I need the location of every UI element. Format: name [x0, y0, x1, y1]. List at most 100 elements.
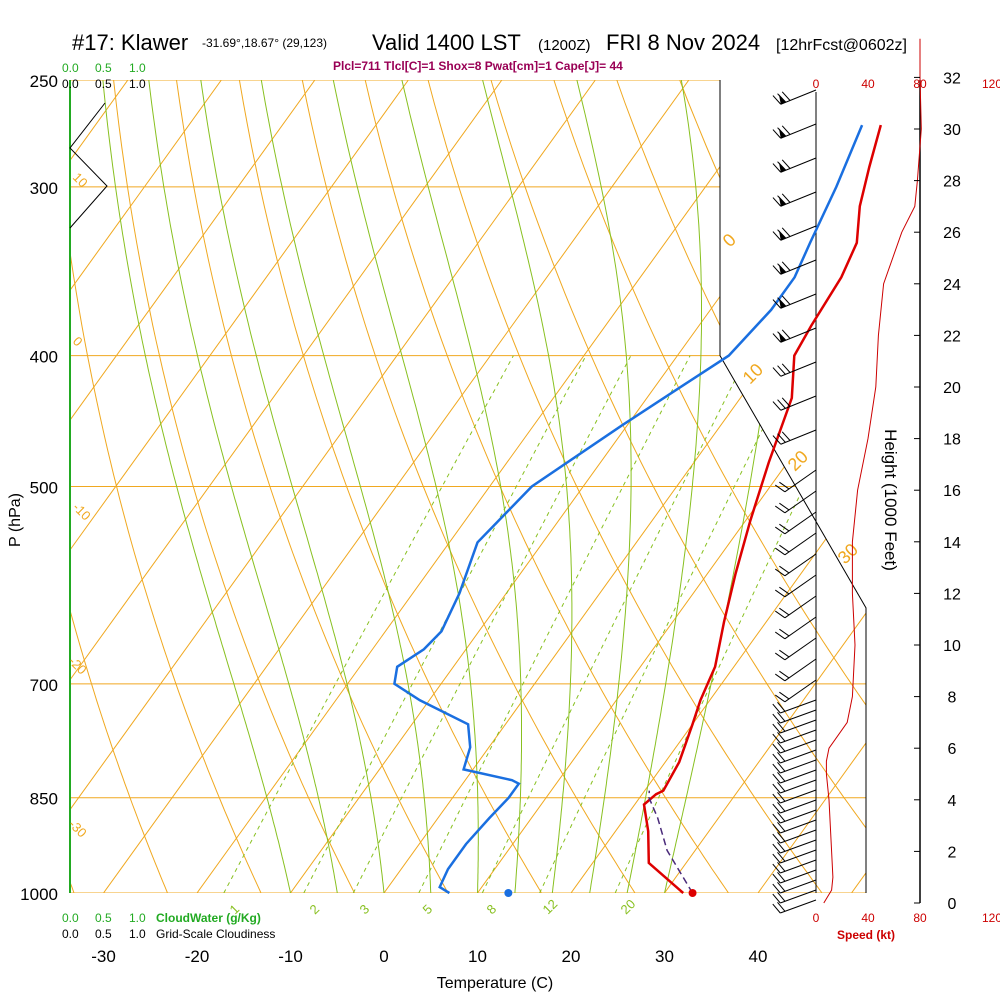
mixing-ratio-label: 2: [307, 901, 323, 917]
barb-feather: [772, 833, 781, 844]
barb-feather: [772, 903, 781, 914]
cloudiness-scale-bot-1: 0.5: [95, 927, 112, 941]
wind-barb: [772, 769, 817, 784]
barb-feather: [772, 723, 781, 734]
barb-staff: [780, 739, 817, 754]
barb-feather: [777, 711, 786, 722]
barb-feather: [772, 773, 781, 784]
isotherm-0: [383, 80, 866, 893]
valid-time: Valid 1400 LST: [372, 30, 521, 55]
mixing-ratio-line: [303, 355, 587, 893]
barb-feather: [781, 125, 791, 135]
wind-barb: [772, 799, 817, 814]
barb-staff: [780, 709, 817, 724]
dry-adiabat: [608, 80, 866, 893]
cloud-water-label: CloudWater (g/Kg): [156, 911, 261, 925]
moist-adiabat: [200, 80, 385, 893]
barb-feather: [777, 891, 786, 902]
barb-feather: [777, 771, 786, 782]
height-tick-label: 2: [948, 844, 957, 861]
wind-barb: [774, 574, 817, 598]
height-tick-label: 12: [943, 586, 961, 603]
x-tick-label: 20: [562, 947, 581, 966]
barb-feather: [777, 761, 786, 772]
x-tick-label: 0: [379, 947, 388, 966]
height-tick-label: 6: [948, 741, 957, 758]
height-tick-label: 14: [943, 535, 961, 552]
barb-staff: [780, 157, 817, 173]
barb-pennant: [778, 298, 787, 309]
y-tick-label: 300: [30, 179, 58, 198]
barb-feather: [777, 901, 786, 912]
isotherm-label: 10: [739, 360, 767, 388]
wind-barb: [774, 511, 817, 535]
axes: -30 -20 -10 0 10 20 30 401000850700500400300250…: [20, 70, 1000, 966]
barb-staff: [780, 293, 817, 309]
wind-barb: [772, 779, 817, 794]
barb-feather: [779, 670, 790, 679]
height-tick-label: 28: [943, 174, 961, 191]
barb-staff: [784, 616, 817, 640]
cloud-scale-top-2: 1.0: [129, 61, 146, 75]
barb-feather: [772, 753, 781, 764]
y-tick-label: 1000: [20, 885, 58, 904]
mixing-ratio-label: 5: [420, 901, 436, 917]
mixing-ratio-label: 12: [540, 896, 561, 917]
barb-feather: [781, 261, 791, 271]
barb-feather: [772, 163, 782, 173]
wind-barb: [774, 658, 817, 682]
moist-adiabat: [401, 80, 522, 893]
barb-staff: [784, 469, 817, 493]
cloudiness-scale-top-2: 1.0: [129, 77, 146, 91]
cloud-scale-bottom: 0.0 0.5 1.0 CloudWater (g/Kg) 0.0 0.5 1.…: [62, 911, 275, 941]
speed-tick-label: 80: [913, 911, 927, 925]
barb-feather: [777, 721, 786, 732]
barb-feather: [772, 299, 782, 309]
dry-adiabat: [70, 80, 181, 893]
barb-staff: [780, 429, 817, 445]
cloudiness-scale-top-0: 0.0: [62, 77, 79, 91]
moist-adiabat: [626, 80, 702, 893]
barb-staff: [784, 658, 817, 682]
stability-diagnostics: Plcl=711 Tlcl[C]=1 Shox=8 Pwat[cm]=1 Cap…: [333, 59, 623, 73]
wind-barb: [774, 532, 817, 556]
plot-frame-right: [719, 80, 867, 893]
dry-adiabat: [359, 80, 750, 893]
barb-feather: [777, 861, 786, 872]
wind-barb: [772, 729, 817, 744]
height-tick-label: 10: [943, 638, 961, 655]
barb-staff: [780, 89, 817, 105]
forecast-info: [12hrFcst@0602z]: [776, 37, 907, 54]
wind-barb: [774, 637, 817, 661]
speed-tick-label: 80: [913, 77, 927, 91]
wind-barb: [772, 879, 817, 894]
barb-staff: [780, 123, 817, 139]
isotherm-label: 30: [834, 540, 862, 568]
dry-adiabat: [235, 80, 560, 893]
speed-axis-title: Speed (kt): [837, 928, 895, 942]
barb-feather: [781, 363, 791, 373]
barb-feather: [772, 743, 781, 754]
wind-barb: [772, 259, 817, 275]
barb-feather: [772, 333, 782, 343]
wind-barb: [772, 293, 817, 309]
barb-staff: [780, 809, 817, 824]
barb-feather: [772, 95, 782, 105]
wind-barb: [772, 749, 817, 764]
cloudiness-scale-top-1: 0.5: [95, 77, 112, 91]
dry-adiabat: [856, 80, 866, 893]
wind-barb: [772, 789, 817, 804]
moist-adiabat: [576, 80, 632, 893]
barb-staff: [780, 699, 817, 714]
wind-barb: [772, 839, 817, 854]
height-tick-label: 26: [943, 225, 961, 242]
barb-pennant: [778, 196, 787, 207]
barb-feather: [774, 673, 786, 682]
moist-adiabat: [148, 80, 338, 893]
wind-barb: [774, 490, 817, 514]
wind-barb: [772, 429, 817, 445]
cloud-scale-top: 0.0 0.5 1.0 0.0 0.5 1.0: [62, 61, 146, 91]
y-tick-label: 400: [30, 348, 58, 367]
station-coords: -31.69°,18.67° (29,123): [202, 36, 327, 50]
wind-barb: [772, 327, 817, 343]
